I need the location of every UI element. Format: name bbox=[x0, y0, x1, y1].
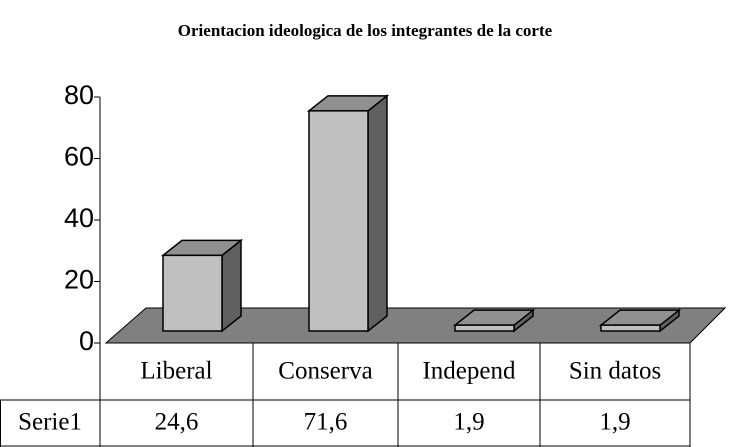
value-label: 24,6 bbox=[155, 409, 199, 436]
chart-title: Orientacion ideologica de los integrante… bbox=[178, 21, 553, 40]
bar bbox=[600, 324, 661, 332]
x-tick-label: Liberal bbox=[140, 358, 212, 385]
value-label: 71,6 bbox=[304, 409, 348, 436]
value-label: 1,9 bbox=[453, 409, 484, 436]
bar bbox=[308, 110, 369, 332]
y-tick-label: 0 bbox=[79, 326, 94, 356]
series-name: Serie1 bbox=[18, 409, 82, 436]
bar bbox=[162, 254, 223, 332]
floor bbox=[104, 307, 727, 344]
y-tick-label: 40 bbox=[64, 203, 94, 233]
y-tick-label: 80 bbox=[64, 80, 94, 110]
bar bbox=[454, 324, 515, 332]
value-label: 1,9 bbox=[599, 409, 630, 436]
x-tick-label: Sin datos bbox=[569, 358, 661, 385]
x-tick-label: Conserva bbox=[278, 358, 372, 385]
y-tick-label: 20 bbox=[64, 265, 94, 295]
x-tick-label: Independ bbox=[422, 358, 516, 385]
bar-side bbox=[367, 94, 388, 333]
y-tick-label: 60 bbox=[64, 142, 94, 172]
